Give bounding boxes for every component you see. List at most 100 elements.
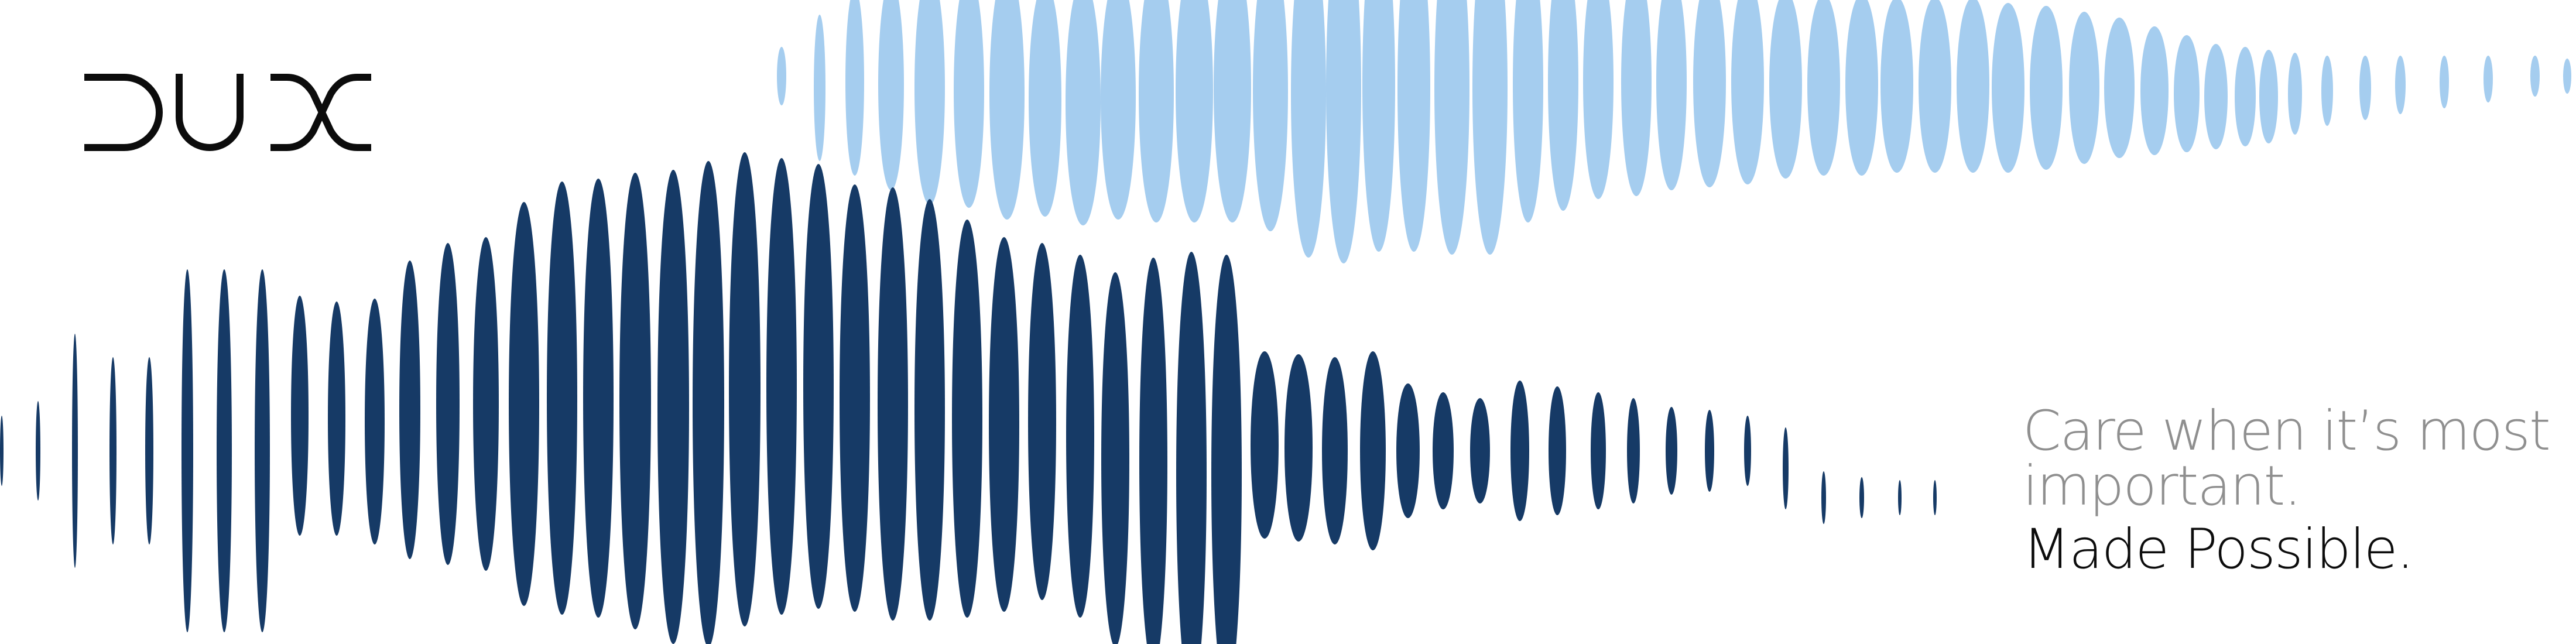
- tagline-line-3: Made Possible.: [2023, 518, 2414, 581]
- light-wave-lobe-11: [1139, 0, 1174, 222]
- logo-letter-u: [176, 74, 244, 151]
- dark-wave-bar-37: [1322, 357, 1348, 544]
- light-wave-lobe-43: [2288, 53, 2302, 135]
- dark-wave-bar-53: [1933, 480, 1937, 515]
- light-wave-lobe-38: [2140, 26, 2169, 155]
- dark-wave-bar-3: [72, 334, 78, 568]
- dark-wave-bar-24: [840, 184, 870, 612]
- light-wave-lobe-37: [2104, 18, 2135, 158]
- light-wave-lobe-49: [2530, 56, 2540, 97]
- dark-wave-bar-46: [1666, 407, 1677, 495]
- dark-wave-bar-34: [1211, 255, 1242, 644]
- dark-wave-bar-39: [1396, 383, 1420, 518]
- light-wave-lobe-6: [954, 0, 984, 208]
- dark-wave-bar-32: [1139, 258, 1167, 644]
- light-wave-lobe-36: [2069, 12, 2099, 164]
- light-wave-lobe-19: [1434, 0, 1469, 255]
- dark-wave-bar-40: [1433, 392, 1454, 509]
- dark-wave-bar-33: [1176, 252, 1207, 644]
- light-wave-lobe-5: [914, 0, 945, 205]
- light-wave-lobe-24: [1621, 0, 1652, 196]
- light-wave-lobe-1: [777, 47, 786, 105]
- tagline-line-1: Care when it’s most: [2023, 399, 2551, 463]
- dark-wave-bar-6: [181, 269, 193, 632]
- dark-wave-bar-13: [436, 243, 460, 565]
- light-wave-lobe-42: [2259, 50, 2278, 143]
- dark-wave-bar-8: [255, 269, 270, 632]
- light-wave-lobe-44: [2321, 56, 2333, 126]
- light-wave-lobe-35: [2030, 6, 2063, 170]
- light-wave-lobe-34: [1992, 3, 2025, 173]
- light-wave-lobe-18: [1397, 0, 1430, 252]
- light-wave-lobe-39: [2174, 35, 2200, 152]
- dark-wave-bar-51: [1859, 477, 1864, 518]
- dark-wave-bar-48: [1744, 416, 1751, 486]
- light-wave-lobe-31: [1880, 0, 1913, 173]
- light-wave-lobe-28: [1769, 0, 1802, 179]
- dark-wave-bar-41: [1470, 398, 1490, 503]
- light-wave-lobe-23: [1583, 0, 1614, 199]
- dark-wave-bar-43: [1549, 386, 1566, 515]
- dark-wave-bar-20: [693, 161, 724, 644]
- light-wave-lobe-25: [1656, 0, 1687, 190]
- light-wave-lobe-29: [1807, 0, 1840, 176]
- light-wave-lobe-40: [2204, 44, 2228, 149]
- dark-wave-group: [0, 152, 1937, 644]
- dark-wave-bar-2: [36, 401, 40, 501]
- dark-wave-bar-22: [766, 158, 797, 615]
- dark-wave-bar-42: [1510, 381, 1529, 521]
- dark-wave-bar-50: [1821, 471, 1826, 524]
- dark-wave-bar-15: [509, 202, 539, 606]
- light-wave-lobe-9: [1066, 0, 1101, 225]
- dark-wave-bar-44: [1591, 392, 1606, 509]
- dark-wave-bar-1: [0, 416, 4, 486]
- light-wave-lobe-32: [1919, 0, 1951, 173]
- dark-wave-bar-35: [1251, 351, 1279, 539]
- dark-wave-bar-9: [291, 296, 309, 536]
- dark-wave-bar-29: [1028, 243, 1056, 600]
- light-wave-lobe-12: [1176, 0, 1213, 222]
- dark-wave-bar-12: [399, 261, 420, 559]
- light-wave-lobe-16: [1326, 0, 1361, 263]
- light-wave-lobe-50: [2563, 59, 2571, 94]
- dark-wave-bar-16: [547, 181, 577, 615]
- dark-wave-bar-52: [1898, 480, 1902, 515]
- logo-letter-d: [84, 74, 163, 151]
- light-wave-lobe-10: [1101, 0, 1136, 220]
- tagline-line-2: important.: [2023, 454, 2301, 518]
- logo-letter-x-right: [270, 74, 371, 151]
- dark-wave-bar-47: [1705, 410, 1714, 492]
- dark-wave-bar-7: [217, 269, 232, 632]
- light-wave-lobe-48: [2483, 56, 2493, 102]
- dark-wave-bar-19: [657, 170, 689, 644]
- dark-wave-bar-30: [1066, 255, 1094, 618]
- dark-wave-bar-11: [365, 299, 385, 544]
- dark-wave-bar-45: [1627, 398, 1640, 503]
- dark-wave-bar-31: [1101, 272, 1129, 644]
- tagline: Care when it’s most important. Made Poss…: [2023, 399, 2551, 581]
- light-wave-lobe-2: [814, 15, 825, 161]
- light-wave-lobe-17: [1362, 0, 1395, 252]
- light-wave-lobe-22: [1548, 0, 1578, 211]
- dark-wave-bar-27: [952, 220, 982, 618]
- dark-wave-bar-18: [619, 173, 651, 629]
- dark-wave-bar-23: [803, 164, 834, 609]
- dark-wave-bar-4: [109, 357, 117, 544]
- dark-wave-bar-14: [473, 237, 499, 571]
- light-wave-lobe-8: [1029, 0, 1061, 217]
- dark-wave-bar-10: [328, 302, 345, 536]
- light-wave-lobe-27: [1731, 0, 1764, 184]
- light-wave-lobe-20: [1472, 0, 1508, 255]
- dark-wave-bar-28: [989, 237, 1019, 612]
- light-wave-group: [777, 0, 2571, 263]
- light-wave-lobe-41: [2235, 47, 2256, 146]
- dark-wave-bar-25: [878, 187, 908, 621]
- light-wave-lobe-26: [1693, 0, 1726, 187]
- light-wave-lobe-7: [989, 0, 1025, 220]
- dark-wave-bar-49: [1783, 427, 1789, 509]
- light-wave-lobe-13: [1214, 0, 1251, 222]
- dark-wave-bar-21: [729, 152, 761, 626]
- dux-logo: [84, 74, 371, 151]
- light-wave-lobe-4: [878, 0, 904, 190]
